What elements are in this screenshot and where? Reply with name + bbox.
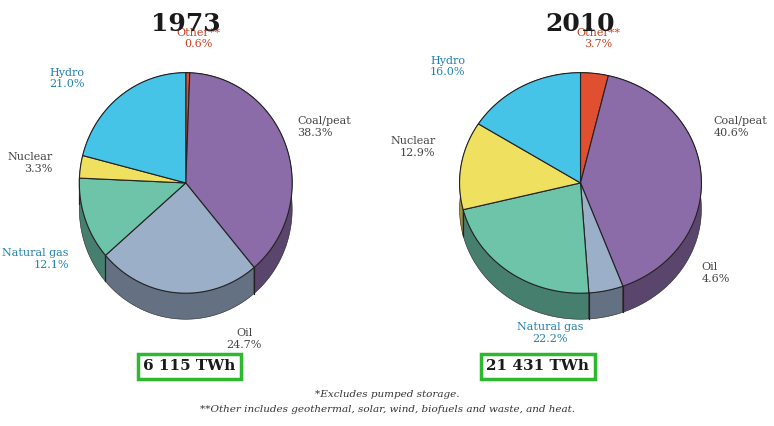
Text: *Excludes pumped storage.: *Excludes pumped storage.	[315, 389, 459, 399]
Polygon shape	[83, 73, 186, 181]
Polygon shape	[186, 73, 292, 268]
Title: 1973: 1973	[151, 12, 221, 37]
Text: Hydro
21.0%: Hydro 21.0%	[50, 68, 84, 89]
Text: Nuclear
3.3%: Nuclear 3.3%	[8, 152, 53, 174]
Text: Oil
24.7%: Oil 24.7%	[227, 328, 262, 350]
Polygon shape	[589, 286, 623, 319]
Polygon shape	[608, 76, 701, 312]
Text: 21 431 TWh: 21 431 TWh	[486, 360, 590, 373]
Polygon shape	[460, 124, 478, 236]
Polygon shape	[478, 73, 580, 150]
Polygon shape	[105, 183, 254, 293]
Polygon shape	[580, 73, 608, 102]
Polygon shape	[580, 183, 623, 293]
Polygon shape	[186, 73, 190, 99]
Polygon shape	[83, 73, 186, 183]
Polygon shape	[190, 73, 292, 294]
Polygon shape	[186, 73, 190, 183]
Text: Other**
0.6%: Other** 0.6%	[176, 28, 221, 49]
Text: Coal/peat
38.3%: Coal/peat 38.3%	[297, 116, 351, 138]
Polygon shape	[80, 178, 105, 282]
Polygon shape	[580, 76, 701, 286]
Polygon shape	[80, 155, 186, 183]
Text: Natural gas
12.1%: Natural gas 12.1%	[2, 248, 69, 270]
Text: Natural gas
22.2%: Natural gas 22.2%	[517, 322, 584, 344]
Text: Other**
3.7%: Other** 3.7%	[577, 28, 621, 49]
Text: **Other includes geothermal, solar, wind, biofuels and waste, and heat.: **Other includes geothermal, solar, wind…	[200, 405, 574, 414]
Polygon shape	[463, 183, 589, 293]
Polygon shape	[580, 73, 608, 183]
Polygon shape	[80, 155, 83, 204]
Polygon shape	[80, 178, 186, 255]
Polygon shape	[105, 255, 254, 319]
Text: Coal/peat
40.6%: Coal/peat 40.6%	[714, 116, 767, 138]
Text: 6 115 TWh: 6 115 TWh	[143, 360, 236, 373]
Text: Hydro
16.0%: Hydro 16.0%	[430, 56, 466, 78]
Polygon shape	[460, 124, 580, 210]
Title: 2010: 2010	[546, 12, 615, 37]
Polygon shape	[478, 73, 580, 183]
Polygon shape	[463, 210, 589, 319]
Text: Nuclear
12.9%: Nuclear 12.9%	[390, 136, 435, 158]
Text: Oil
4.6%: Oil 4.6%	[701, 262, 730, 284]
